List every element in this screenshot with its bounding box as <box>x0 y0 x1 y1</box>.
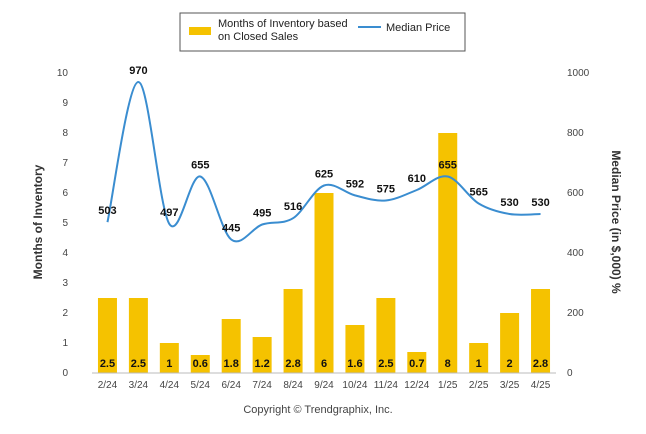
y-tick-label: 10 <box>57 68 69 79</box>
x-tick-label: 3/25 <box>500 380 520 391</box>
bar-value-label: 2.8 <box>285 358 300 370</box>
price-value-label: 516 <box>284 201 302 213</box>
y-tick-label: 6 <box>62 188 68 199</box>
price-value-label: 655 <box>191 160 209 172</box>
y-axis-title: Months of Inventory <box>31 164 45 279</box>
price-value-label: 655 <box>439 160 457 172</box>
inventory-bars <box>97 133 551 373</box>
bar-value-label: 0.7 <box>409 358 424 370</box>
inventory-bar <box>283 289 303 373</box>
legend: Months of Inventory based on Closed Sale… <box>179 12 466 52</box>
inventory-bar <box>345 325 365 373</box>
y-axis-right-ticks: 0 200 400 600 800 1000 <box>567 68 590 379</box>
x-tick-label: 10/24 <box>342 380 367 391</box>
x-tick-label: 5/24 <box>191 380 211 391</box>
y2-tick-label: 400 <box>567 248 584 259</box>
price-value-label: 592 <box>346 178 364 190</box>
x-tick-label: 4/25 <box>531 380 551 391</box>
inventory-bar <box>252 337 272 373</box>
price-value-label: 575 <box>377 184 395 196</box>
bar-value-label: 1.8 <box>224 358 239 370</box>
price-value-label: 610 <box>408 173 426 185</box>
price-value-label: 445 <box>222 223 240 235</box>
y-tick-label: 8 <box>62 128 68 139</box>
x-axis-ticks: 2/24 3/24 4/24 5/24 6/24 7/24 8/24 9/24 10/24 11/… <box>98 380 551 391</box>
bar-value-label: 0.6 <box>193 358 208 370</box>
x-tick-label: 11/24 <box>374 380 399 391</box>
legend-label-median-price: Median Price <box>386 22 450 34</box>
x-tick-label: 8/24 <box>283 380 303 391</box>
inventory-bar <box>314 193 334 373</box>
x-tick-label: 9/24 <box>314 380 334 391</box>
y-tick-label: 7 <box>62 158 68 169</box>
price-value-label: 565 <box>469 187 487 199</box>
x-tick-label: 6/24 <box>221 380 241 391</box>
inventory-bar <box>128 298 148 373</box>
y2-tick-label: 200 <box>567 308 584 319</box>
y2-axis-title: Median Price (in $,000) % <box>609 150 623 294</box>
x-tick-label: 1/25 <box>438 380 458 391</box>
bar-value-label: 1.2 <box>254 358 269 370</box>
inventory-bar <box>438 133 458 373</box>
y-tick-label: 3 <box>62 278 68 289</box>
bar-value-label: 1 <box>166 358 172 370</box>
price-value-label: 625 <box>315 169 333 181</box>
y-tick-label: 5 <box>62 218 68 229</box>
bar-value-label: 1.6 <box>347 358 362 370</box>
price-value-label: 497 <box>160 207 178 219</box>
median-price-line <box>106 80 541 243</box>
legend-label-inventory-line2: on Closed Sales <box>218 31 299 43</box>
inventory-bar <box>376 298 396 373</box>
x-tick-label: 2/25 <box>469 380 489 391</box>
price-value-label: 503 <box>98 205 116 217</box>
bar-value-labels: 2.5 2.5 1 0.6 1.8 1.2 2.8 6 1.6 2.5 0.7 8 1 2 2.8 <box>100 358 548 370</box>
bar-value-label: 2.5 <box>131 358 146 370</box>
inventory-bar <box>97 298 117 373</box>
bar-value-label: 8 <box>445 358 451 370</box>
y-tick-label: 2 <box>62 308 68 319</box>
inventory-bar <box>407 352 427 373</box>
inventory-bar <box>500 313 520 373</box>
inventory-bar <box>159 343 179 373</box>
x-tick-label: 7/24 <box>252 380 272 391</box>
inventory-bar <box>190 355 210 373</box>
price-value-labels: 503 970 497 655 445 495 516 625 592 575 610 655 565 5… <box>98 65 549 235</box>
bar-value-label: 1 <box>476 358 482 370</box>
x-tick-label: 12/24 <box>404 380 429 391</box>
bar-value-label: 2.5 <box>378 358 393 370</box>
y-axis-left-ticks: 0 1 2 3 4 5 6 7 8 9 10 <box>57 68 69 379</box>
inventory-bar <box>469 343 489 373</box>
x-tick-label: 4/24 <box>160 380 180 391</box>
legend-box <box>179 12 466 52</box>
bar-value-label: 6 <box>321 358 327 370</box>
legend-label-inventory-line1: Months of Inventory based <box>218 18 348 30</box>
y2-tick-label: 0 <box>567 368 573 379</box>
y2-tick-label: 1000 <box>567 68 590 79</box>
price-value-label: 530 <box>500 197 518 209</box>
inventory-bar <box>531 289 551 373</box>
y-tick-label: 9 <box>62 98 68 109</box>
price-value-label: 970 <box>129 65 147 77</box>
bar-value-label: 2.8 <box>533 358 548 370</box>
copyright-footer: Copyright © Trendgraphix, Inc. <box>243 404 392 416</box>
price-value-label: 495 <box>253 208 271 220</box>
x-tick-label: 2/24 <box>98 380 118 391</box>
median-price-line-path <box>106 80 541 243</box>
y2-tick-label: 600 <box>567 188 584 199</box>
x-tick-label: 3/24 <box>129 380 149 391</box>
bar-value-label: 2 <box>507 358 513 370</box>
y-tick-label: 0 <box>62 368 68 379</box>
y-tick-label: 4 <box>62 248 68 259</box>
y2-tick-label: 800 <box>567 128 584 139</box>
inventory-bar <box>221 319 241 373</box>
bar-value-label: 2.5 <box>100 358 115 370</box>
legend-swatch-inventory <box>189 27 211 35</box>
price-value-label: 530 <box>531 197 549 209</box>
y-tick-label: 1 <box>62 338 68 349</box>
